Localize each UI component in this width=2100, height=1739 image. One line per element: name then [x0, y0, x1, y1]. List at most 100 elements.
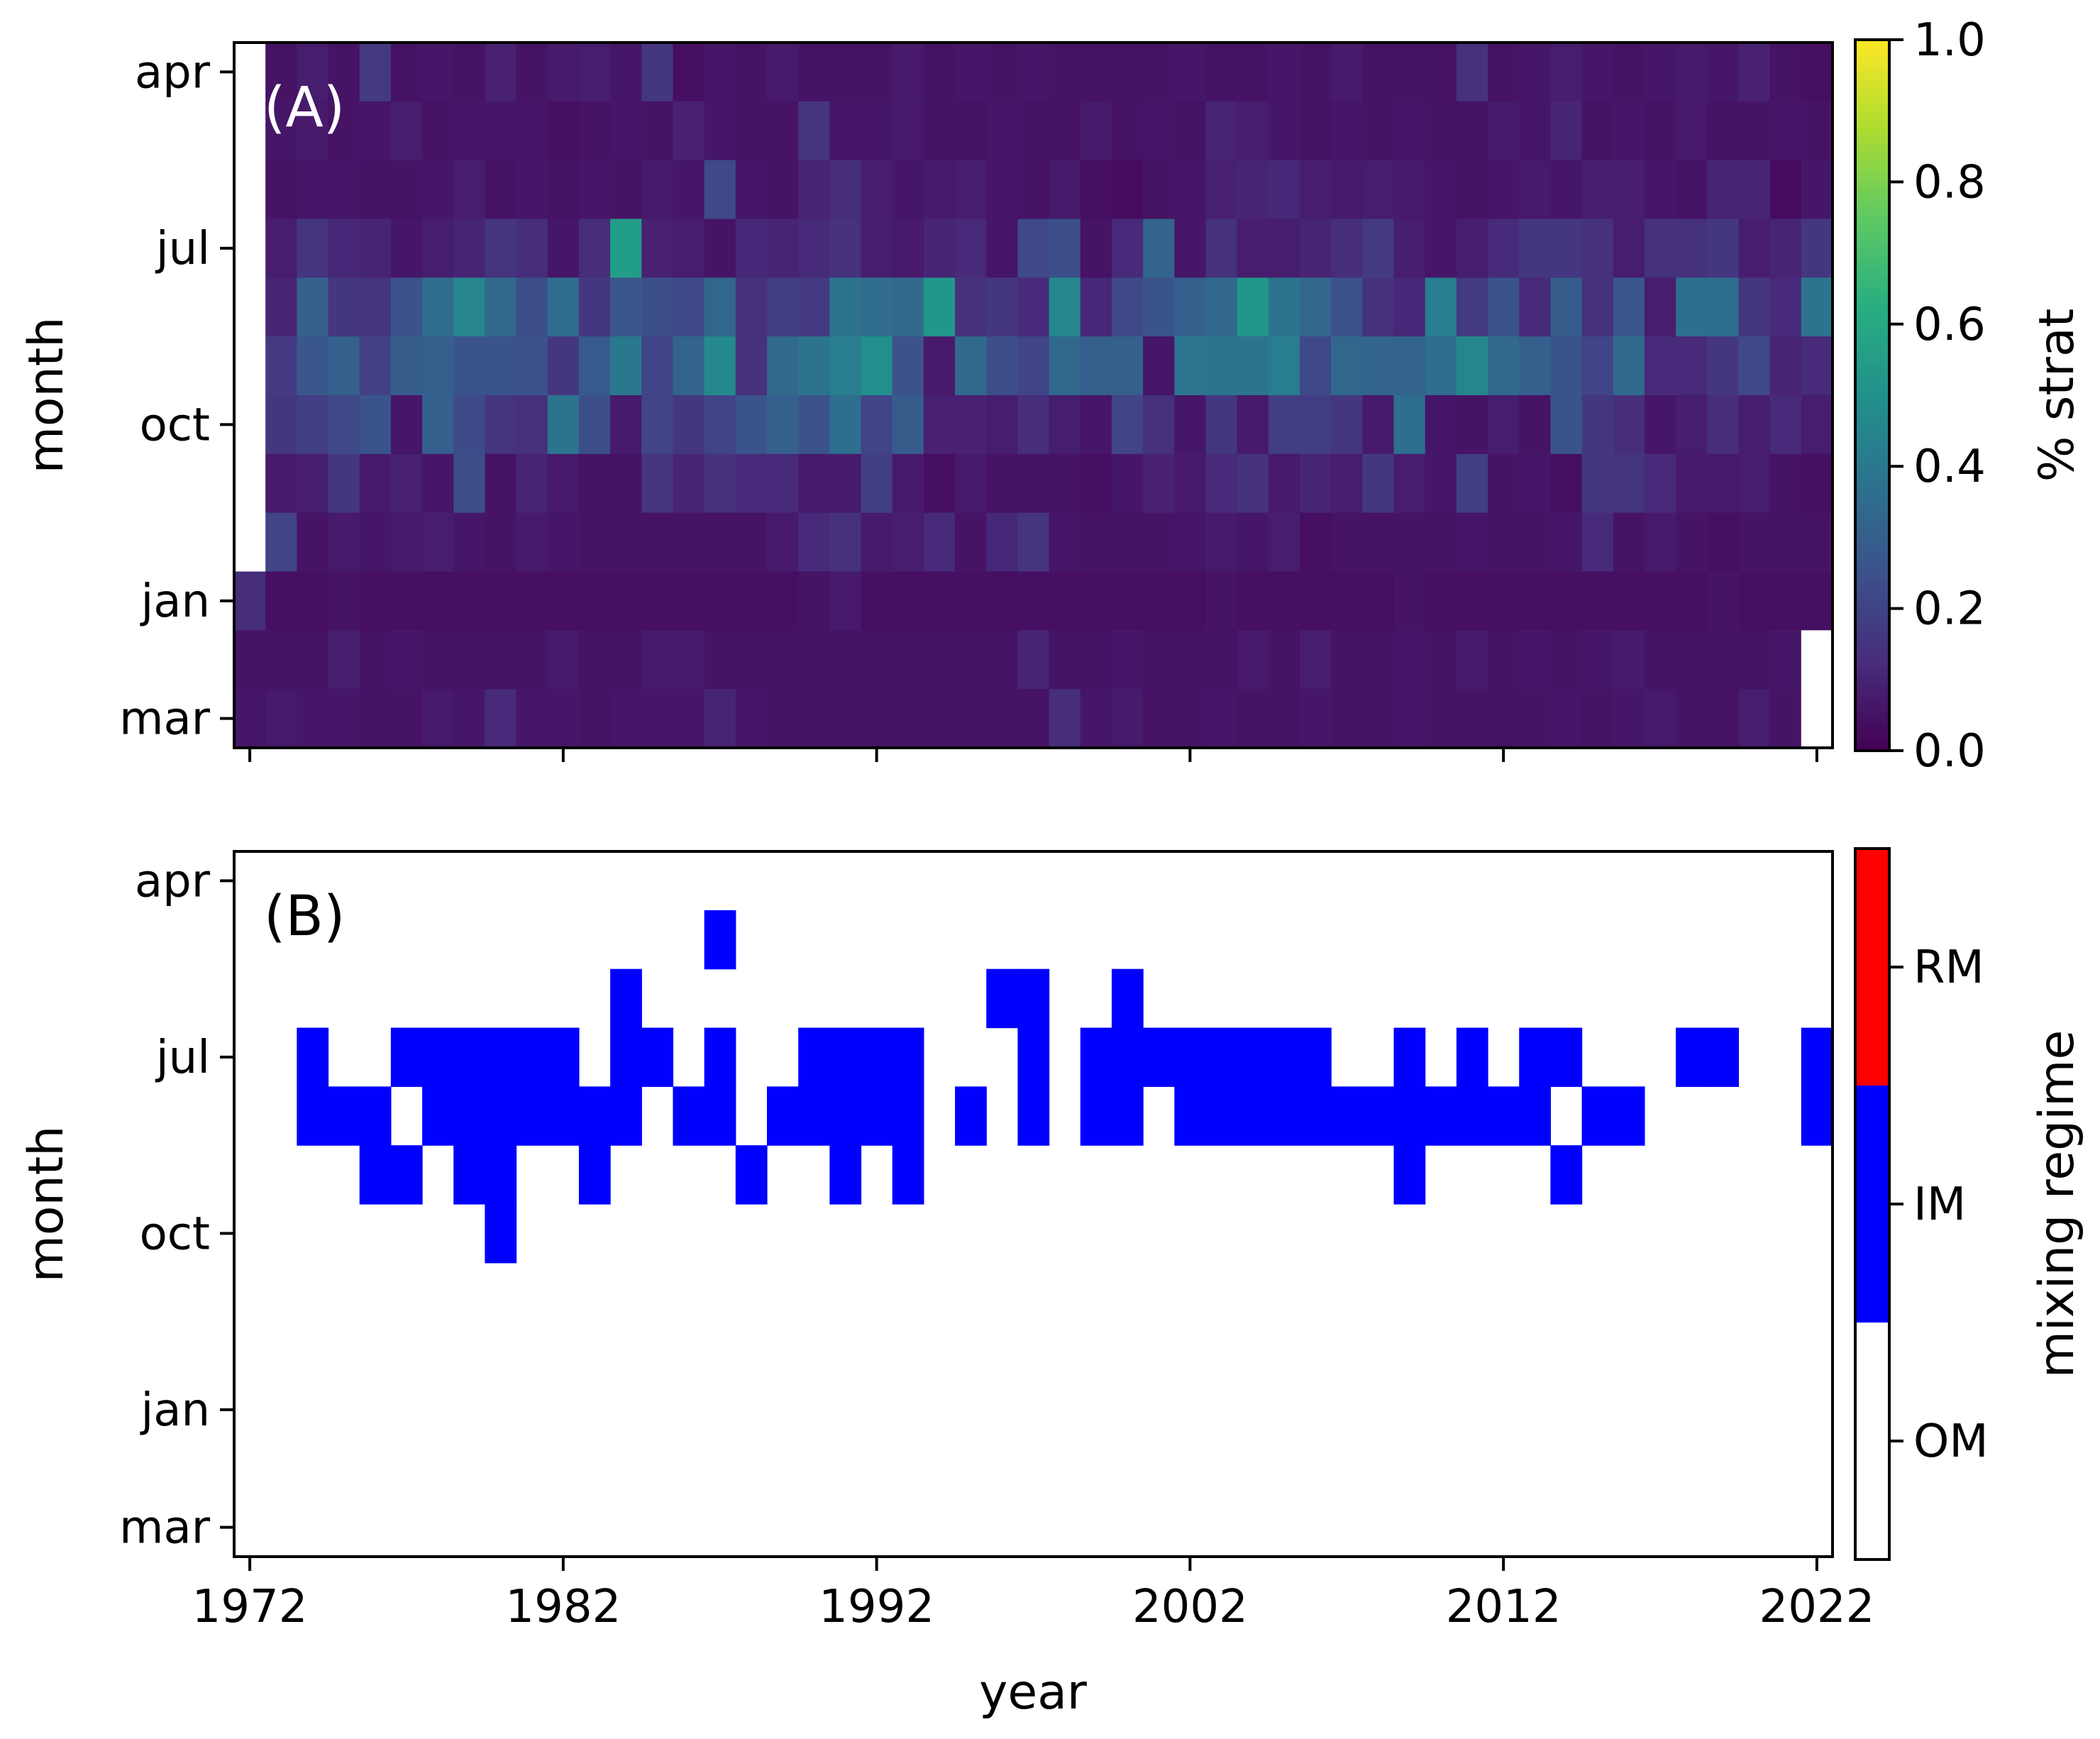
regime-cell-im: [1111, 968, 1144, 1029]
heatmap-cell-a: [1049, 336, 1081, 396]
heatmap-cell-a: [485, 43, 517, 102]
heatmap-cell-a: [798, 336, 830, 396]
panel-b-frame: [233, 850, 1834, 1558]
heatmap-cell-a: [359, 630, 392, 690]
heatmap-cell-a: [1362, 395, 1395, 455]
regime-cell-im: [1550, 1027, 1583, 1087]
regime-cell-im: [1143, 1027, 1175, 1087]
heatmap-cell-a: [1707, 689, 1740, 749]
heatmap-cell-a: [1017, 571, 1050, 631]
heatmap-cell-a: [547, 689, 580, 749]
regime-cell-im: [829, 1027, 862, 1087]
heatmap-cell-a: [1111, 453, 1144, 514]
heatmap-cell-a: [892, 43, 924, 102]
heatmap-cell-a: [1676, 43, 1708, 102]
heatmap-cell-a: [1488, 571, 1520, 631]
heatmap-cell-a: [1738, 512, 1771, 573]
heatmap-cell-a: [1519, 571, 1552, 631]
heatmap-cell-a: [1519, 453, 1552, 514]
heatmap-cell-a: [1738, 160, 1771, 220]
heatmap-cell-a: [1738, 43, 1771, 102]
heatmap-cell-a: [1017, 277, 1050, 337]
heatmap-cell-a: [798, 395, 830, 455]
heatmap-cell-a: [547, 277, 580, 337]
heatmap-cell-a: [1393, 336, 1426, 396]
regime-cell-im: [1205, 1086, 1238, 1146]
heatmap-cell-a: [1644, 689, 1676, 749]
heatmap-cell-a: [829, 630, 862, 690]
heatmap-cell-a: [1550, 43, 1583, 102]
heatmap-cell-a: [1300, 219, 1332, 278]
heatmap-cell-a: [829, 453, 862, 514]
heatmap-cell-a: [453, 101, 486, 161]
heatmap-cell-a: [1331, 219, 1363, 278]
heatmap-cell-a: [485, 689, 517, 749]
heatmap-cell-a: [1331, 453, 1363, 514]
heatmap-cell-a: [704, 453, 736, 514]
heatmap-cell-a: [1174, 160, 1207, 220]
heatmap-cell-a: [1707, 160, 1740, 220]
heatmap-cell-a: [861, 395, 893, 455]
heatmap-cell-a: [861, 630, 893, 690]
x-tick-label: 1972: [192, 1581, 308, 1633]
heatmap-cell-a: [1676, 395, 1708, 455]
heatmap-cell-a: [1613, 43, 1645, 102]
heatmap-cell-a: [1613, 453, 1645, 514]
regime-cell-im: [422, 1027, 454, 1087]
heatmap-cell-a: [265, 43, 297, 102]
heatmap-cell-a: [1300, 395, 1332, 455]
heatmap-cell-a: [798, 219, 830, 278]
heatmap-cell-a: [1707, 43, 1740, 102]
heatmap-cell-a: [1801, 336, 1833, 396]
heatmap-cell-a: [390, 43, 423, 102]
heatmap-cell-a: [453, 336, 486, 396]
heatmap-cell-a: [422, 160, 454, 220]
heatmap-cell-a: [1205, 43, 1238, 102]
heatmap-cell-a: [1456, 277, 1488, 337]
heatmap-cell-a: [516, 512, 548, 573]
heatmap-cell-a: [516, 689, 548, 749]
heatmap-cell-a: [1205, 277, 1238, 337]
heatmap-cell-a: [578, 395, 611, 455]
heatmap-cell-a: [516, 630, 548, 690]
regime-cell-im: [1174, 1027, 1207, 1087]
heatmap-cell-a: [704, 219, 736, 278]
regime-cell-im: [1017, 1027, 1050, 1087]
regime-cell-im: [1205, 1027, 1238, 1087]
heatmap-cell-a: [1111, 512, 1144, 573]
heatmap-cell-a: [704, 395, 736, 455]
regime-cell-im: [1080, 1027, 1112, 1087]
heatmap-cell-a: [1080, 43, 1112, 102]
colorbar-b-tick-label: OM: [1913, 1415, 1989, 1468]
heatmap-cell-a: [265, 689, 297, 749]
regime-cell-im: [1676, 1027, 1708, 1087]
heatmap-cell-a: [1080, 571, 1112, 631]
regime-cell-im: [829, 1086, 862, 1146]
heatmap-cell-a: [265, 160, 297, 220]
regime-cell-im: [798, 1027, 830, 1087]
heatmap-cell-a: [1613, 512, 1645, 573]
heatmap-cell-a: [955, 630, 987, 690]
heatmap-cell-a: [328, 630, 360, 690]
heatmap-cell-a: [1519, 395, 1552, 455]
heatmap-cell-a: [1613, 395, 1645, 455]
heatmap-cell-a: [892, 277, 924, 337]
heatmap-cell-a: [485, 571, 517, 631]
heatmap-cell-a: [390, 571, 423, 631]
heatmap-cell-a: [1769, 43, 1802, 102]
heatmap-cell-a: [1049, 630, 1081, 690]
heatmap-cell-a: [767, 336, 799, 396]
colorbar-b-ticks: OM IM RM: [1889, 942, 1989, 1468]
heatmap-cell-a: [1205, 512, 1238, 573]
heatmap-cell-a: [1488, 336, 1520, 396]
heatmap-cell-a: [1644, 630, 1676, 690]
heatmap-cell-a: [578, 453, 611, 514]
y-axis-label-b: month: [18, 1126, 74, 1283]
heatmap-cell-a: [1488, 689, 1520, 749]
heatmap-cell-a: [1488, 277, 1520, 337]
heatmap-cell-a: [1268, 277, 1300, 337]
regime-cell-im: [829, 1145, 862, 1205]
heatmap-cell-a: [390, 453, 423, 514]
heatmap-cell-a: [1017, 512, 1050, 573]
heatmap-cell-a: [1488, 219, 1520, 278]
